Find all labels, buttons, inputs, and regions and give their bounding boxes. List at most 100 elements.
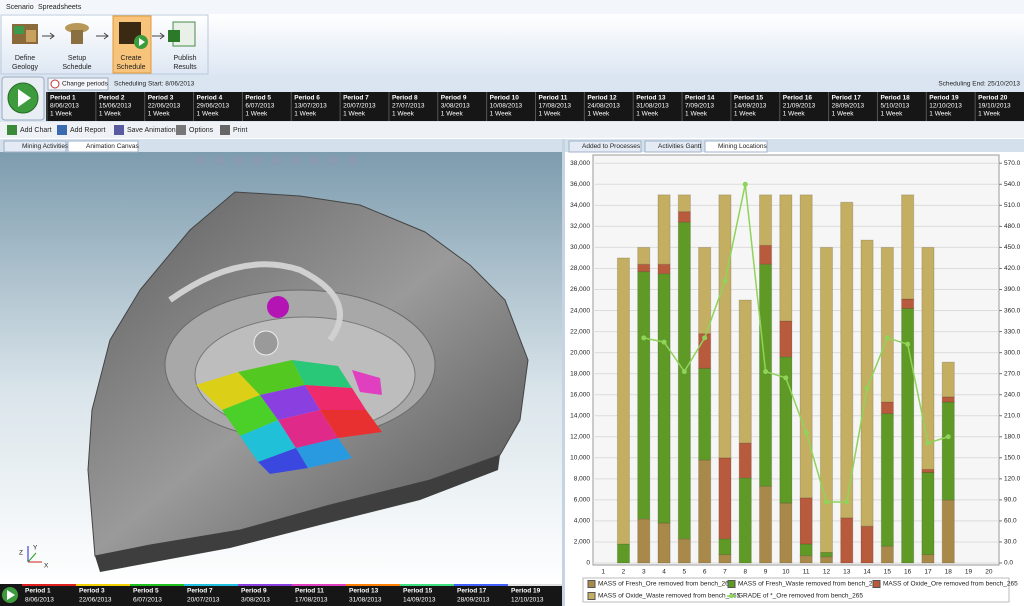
tab[interactable] bbox=[67, 140, 139, 153]
bar-segment bbox=[758, 485, 773, 564]
view-tool[interactable] bbox=[253, 156, 262, 165]
bar-segment bbox=[657, 273, 671, 524]
y2-tick-label: 540.0 bbox=[1004, 181, 1021, 188]
x-tick-label: 7 bbox=[723, 569, 727, 576]
period-length: 1 Week bbox=[734, 111, 757, 118]
toolbar-icon[interactable] bbox=[176, 125, 186, 135]
period-name: Period 6 bbox=[294, 95, 320, 102]
workflow-label: Schedule bbox=[62, 64, 91, 71]
x-tick-label: 1 bbox=[601, 569, 605, 576]
timeline-date: 12/10/2013 bbox=[511, 597, 544, 604]
axis-triad bbox=[27, 546, 42, 563]
y-tick-label: 18,000 bbox=[570, 370, 590, 377]
tab[interactable] bbox=[568, 140, 642, 153]
legend-swatch bbox=[587, 592, 596, 600]
splitter[interactable] bbox=[562, 139, 565, 606]
bar-segment bbox=[941, 396, 955, 403]
bar-segment bbox=[738, 477, 752, 564]
tab[interactable] bbox=[3, 140, 67, 153]
tab-label: Mining Locations bbox=[718, 143, 768, 150]
period-length: 1 Week bbox=[978, 111, 1001, 118]
menu-item: Spreadsheets bbox=[38, 4, 82, 11]
period-length: 1 Week bbox=[587, 111, 610, 118]
view-tool[interactable] bbox=[348, 156, 357, 165]
tab[interactable] bbox=[644, 140, 702, 153]
bar-segment bbox=[718, 457, 732, 540]
play-glyph bbox=[18, 89, 31, 107]
change-icon bbox=[50, 79, 60, 89]
bar-segment bbox=[718, 554, 732, 564]
bar-segment bbox=[799, 543, 813, 557]
y2-tick-label: 390.0 bbox=[1004, 286, 1021, 293]
legend-swatch bbox=[727, 580, 736, 588]
bar-segment bbox=[901, 194, 915, 300]
bar-segment bbox=[637, 271, 651, 520]
period-length: 1 Week bbox=[343, 111, 366, 118]
y2-tick-label: 570.0 bbox=[1004, 160, 1021, 167]
view-tool[interactable] bbox=[329, 156, 338, 165]
view-tool[interactable] bbox=[234, 156, 243, 165]
tab[interactable] bbox=[704, 140, 768, 153]
period-length: 1 Week bbox=[392, 111, 415, 118]
legend-label: MASS of Fresh_Waste removed from bench_2… bbox=[738, 581, 880, 588]
timeline-stripe bbox=[76, 584, 130, 586]
y-tick-label: 4,000 bbox=[574, 518, 591, 525]
y2-tick-label: 150.0 bbox=[1004, 455, 1021, 462]
bar-segment bbox=[819, 556, 834, 564]
line-marker bbox=[945, 434, 951, 440]
period-name: Period 19 bbox=[929, 95, 959, 102]
timeline-stripe bbox=[346, 584, 400, 586]
period-date: 24/08/2013 bbox=[587, 103, 620, 110]
period-date: 21/09/2013 bbox=[783, 103, 816, 110]
timeline-stripe bbox=[508, 584, 562, 586]
line-marker bbox=[681, 369, 687, 375]
y-tick-label: 20,000 bbox=[570, 349, 590, 356]
period-name: Period 12 bbox=[587, 95, 617, 102]
bar-segment bbox=[860, 525, 874, 564]
timeline-date: 14/09/2013 bbox=[403, 597, 436, 604]
period-length: 1 Week bbox=[929, 111, 952, 118]
view-tool[interactable] bbox=[310, 156, 319, 165]
y2-tick-label: 90.0 bbox=[1004, 497, 1017, 504]
period-name: Period 17 bbox=[832, 95, 862, 102]
line-marker bbox=[905, 341, 911, 347]
period-date: 5/10/2013 bbox=[880, 103, 909, 110]
y2-tick-label: 270.0 bbox=[1004, 370, 1021, 377]
y-tick-label: 8,000 bbox=[574, 476, 591, 483]
x-tick-label: 17 bbox=[924, 569, 932, 576]
period-length: 1 Week bbox=[539, 111, 562, 118]
line-marker bbox=[661, 339, 667, 345]
x-tick-label: 19 bbox=[965, 569, 973, 576]
view-tool[interactable] bbox=[215, 156, 224, 165]
change-periods-button[interactable] bbox=[47, 77, 109, 91]
period-date: 31/08/2013 bbox=[636, 103, 669, 110]
period-name: Period 2 bbox=[99, 95, 125, 102]
toolbar-icon[interactable] bbox=[220, 125, 230, 135]
y2-tick-label: 210.0 bbox=[1004, 412, 1021, 419]
line-marker bbox=[742, 181, 748, 187]
period-date: 15/06/2013 bbox=[99, 103, 132, 110]
bar-segment bbox=[616, 543, 631, 564]
period-date: 28/09/2013 bbox=[832, 103, 865, 110]
timeline-period: Period 17 bbox=[457, 588, 487, 595]
toolbar-icon[interactable] bbox=[57, 125, 67, 135]
tab-label: Activities Gantt bbox=[658, 143, 702, 150]
toolbar-icon[interactable] bbox=[114, 125, 124, 135]
view-tool[interactable] bbox=[196, 156, 205, 165]
y-tick-label: 28,000 bbox=[570, 265, 590, 272]
y-tick-label: 22,000 bbox=[570, 328, 590, 335]
timeline-date: 17/08/2013 bbox=[295, 597, 328, 604]
grade-line bbox=[643, 184, 949, 503]
view-tool[interactable] bbox=[272, 156, 281, 165]
bar-segment bbox=[819, 246, 834, 553]
y-tick-label: 2,000 bbox=[574, 539, 591, 546]
legend-label: GRADE of *_Ore removed from bench_265 bbox=[738, 593, 863, 600]
toolbar-button: Options bbox=[189, 127, 214, 134]
toolbar-icon[interactable] bbox=[7, 125, 17, 135]
timeline bbox=[0, 584, 562, 606]
y-tick-label: 30,000 bbox=[570, 244, 590, 251]
view-tool[interactable] bbox=[291, 156, 300, 165]
period-date: 12/10/2013 bbox=[929, 103, 962, 110]
line-marker bbox=[763, 369, 769, 375]
line-marker bbox=[925, 440, 931, 446]
